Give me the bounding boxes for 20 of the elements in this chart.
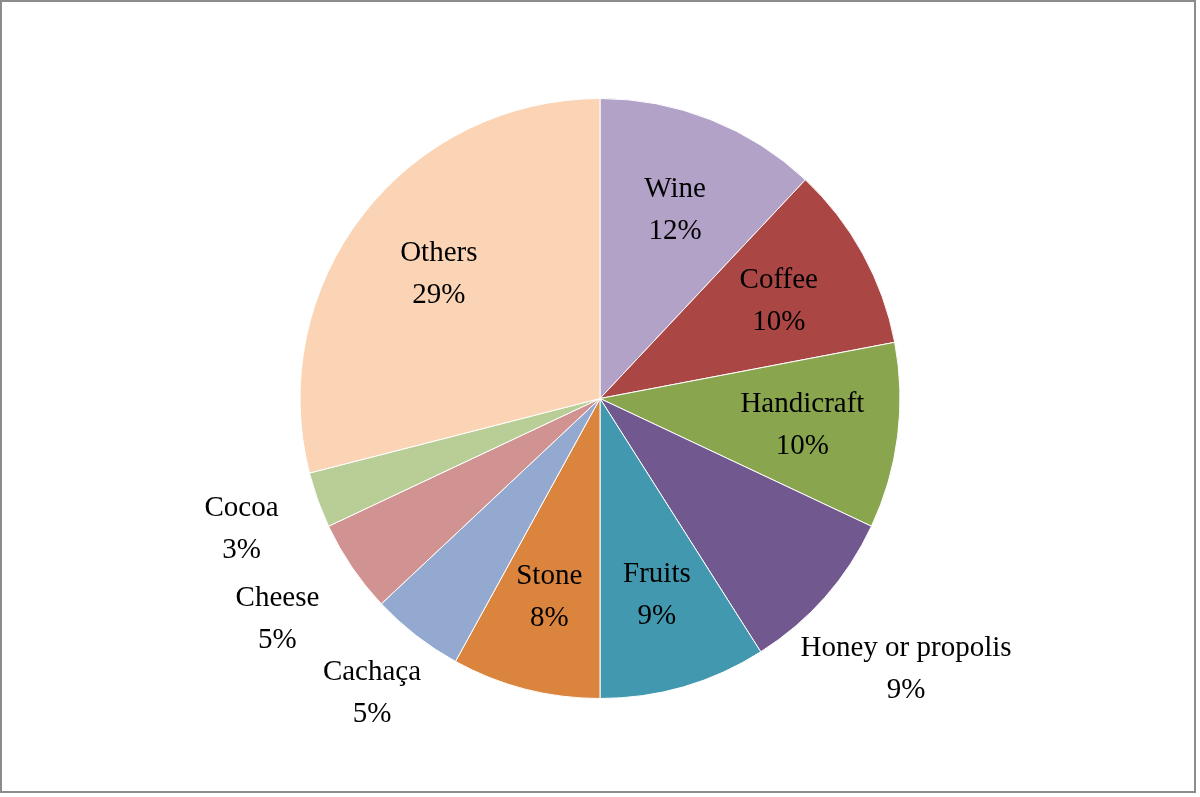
slice-label: Cheese [235,579,320,612]
data-label: 10% [752,304,806,337]
data-label: 8% [529,600,569,633]
data-label: 9% [886,672,926,705]
slice-label: Honey or propolis [800,630,1012,663]
data-label: 29% [412,277,466,310]
slice-label: Others [400,235,478,268]
slice-label: Cocoa [204,489,279,522]
slice-label: Fruits [623,556,691,589]
data-label: 3% [222,531,261,564]
data-label: 10% [775,428,829,461]
slice-label: Cachaça [322,654,422,687]
slice-label: Handicraft [740,386,865,419]
data-label: 12% [648,212,702,245]
slice-label: Stone [516,558,583,591]
data-label: 5% [352,696,392,729]
data-label: 5% [258,621,297,654]
slice-label: Wine [644,170,706,203]
slice-label: Coffee [739,262,818,295]
data-label: 9% [637,598,677,631]
